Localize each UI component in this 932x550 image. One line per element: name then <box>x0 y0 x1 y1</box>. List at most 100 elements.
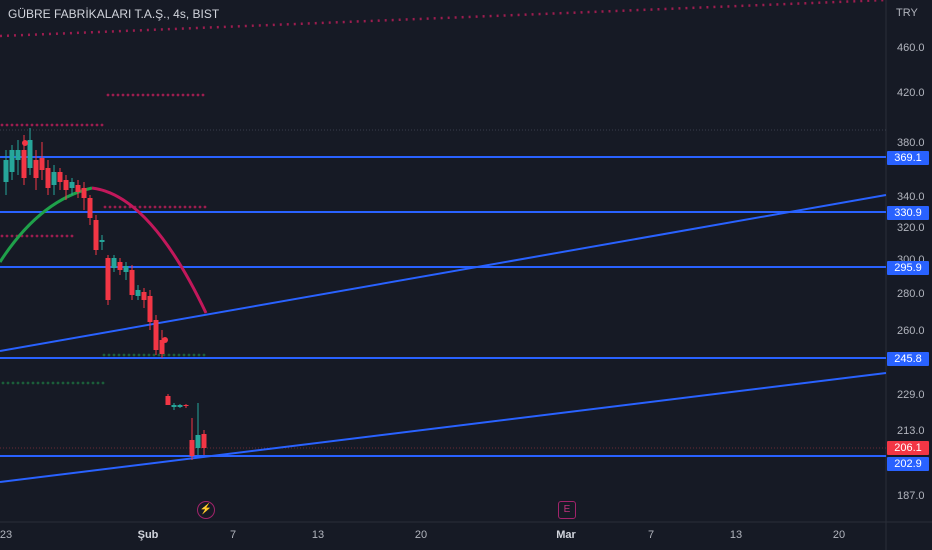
symbol-title[interactable]: GÜBRE FABRİKALARI T.A.Ş., 4s, BIST <box>8 7 220 21</box>
price-tick: 320.0 <box>897 222 925 234</box>
time-tick: 23 <box>0 529 13 541</box>
candle-body <box>129 270 135 295</box>
indicator-dot <box>186 93 190 97</box>
indicator-dot <box>123 205 127 209</box>
price-tick: 460.0 <box>897 42 925 54</box>
indicator-dot <box>113 205 117 209</box>
indicator-dot <box>61 381 65 385</box>
indicator-dot <box>96 381 100 385</box>
price-tick: 280.0 <box>897 288 925 300</box>
indicator-dot <box>182 353 186 357</box>
indicator-dot <box>163 205 167 209</box>
price-tick: 260.0 <box>897 325 925 337</box>
candle-body <box>111 258 117 268</box>
indicator-dot <box>85 123 89 127</box>
candle-body <box>147 296 153 322</box>
candle-body <box>51 172 57 185</box>
indicator-dot <box>100 123 104 127</box>
indicator-dot <box>118 205 122 209</box>
lightning-glyph: ⚡ <box>199 504 213 515</box>
candle-body <box>171 405 177 407</box>
price-label-level: 369.1 <box>887 151 929 165</box>
candle-body <box>69 182 75 188</box>
indicator-dot <box>10 234 14 238</box>
lightning-icon[interactable]: ⚡ <box>197 501 215 519</box>
trend-line-lower <box>0 372 887 483</box>
indicator-dot <box>157 353 161 357</box>
indicator-dot <box>141 93 145 97</box>
candle-body <box>159 340 165 354</box>
indicator-dot <box>192 353 196 357</box>
indicator-dot <box>172 353 176 357</box>
indicator-dot <box>70 234 74 238</box>
indicator-dot <box>147 353 151 357</box>
indicator-dot <box>80 123 84 127</box>
indicator-dot <box>116 93 120 97</box>
indicator-dot <box>166 93 170 97</box>
indicator-dot <box>131 93 135 97</box>
indicator-dot <box>201 93 205 97</box>
candle-body <box>39 158 45 170</box>
indicator-dot <box>20 123 24 127</box>
indicator-dot <box>5 234 9 238</box>
indicator-dot <box>1 381 5 385</box>
signal-marker <box>162 337 168 343</box>
indicator-dot <box>71 381 75 385</box>
indicator-dot <box>111 93 115 97</box>
price-tick: 340.0 <box>897 191 925 203</box>
indicator-dot <box>15 123 19 127</box>
candle-body <box>81 188 87 198</box>
indicator-dot <box>25 234 29 238</box>
price-tick: 213.0 <box>897 425 925 437</box>
indicator-dot <box>127 353 131 357</box>
indicator-dot <box>146 93 150 97</box>
indicator-dot <box>21 381 25 385</box>
indicator-dot <box>55 123 59 127</box>
indicator-dot <box>188 205 192 209</box>
indicator-dot <box>161 93 165 97</box>
indicator-dot <box>177 353 181 357</box>
arc-indicator-down <box>91 186 208 314</box>
indicator-dot <box>50 234 54 238</box>
indicator-dot <box>91 381 95 385</box>
price-tick: 187.0 <box>897 490 925 502</box>
candle-body <box>3 160 9 182</box>
indicator-dot <box>103 205 107 209</box>
indicator-dot <box>102 353 106 357</box>
candle-body <box>15 150 21 160</box>
candle-body <box>63 180 69 190</box>
indicator-dot <box>171 93 175 97</box>
indicator-dot <box>138 205 142 209</box>
candle-body <box>9 150 15 172</box>
earnings-icon[interactable]: E <box>558 501 576 519</box>
candle-body <box>153 320 159 350</box>
time-tick: 7 <box>647 529 655 541</box>
candle-body <box>93 220 99 250</box>
candle-body <box>141 292 147 300</box>
indicator-dot <box>40 123 44 127</box>
indicator-dot <box>137 353 141 357</box>
indicator-dot <box>167 353 171 357</box>
indicator-dot <box>0 234 4 238</box>
indicator-dot <box>16 381 20 385</box>
indicator-dot <box>126 93 130 97</box>
indicator-dot <box>178 205 182 209</box>
candle-body <box>123 266 129 272</box>
indicator-dot <box>0 123 4 127</box>
indicator-dot <box>142 353 146 357</box>
indicator-dot <box>148 205 152 209</box>
indicator-dot <box>46 381 50 385</box>
indicator-dot <box>86 381 90 385</box>
dotted-resistance-line <box>0 0 887 38</box>
candle-body <box>189 440 195 456</box>
time-tick: 13 <box>729 529 743 541</box>
indicator-dot <box>152 353 156 357</box>
indicator-dot <box>181 93 185 97</box>
indicator-dot <box>162 353 166 357</box>
time-tick: 7 <box>229 529 237 541</box>
indicator-dot <box>65 123 69 127</box>
indicator-dot <box>132 353 136 357</box>
indicator-dot <box>6 381 10 385</box>
